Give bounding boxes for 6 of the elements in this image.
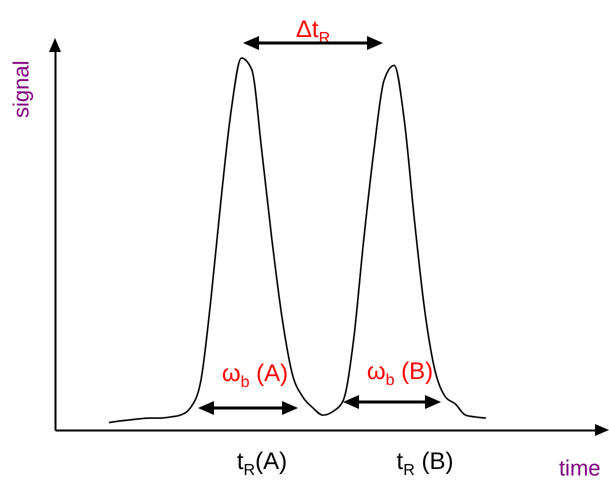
- annotation: ω$_{b}$ (B): [366, 358, 434, 389]
- y-axis-title: signal: [8, 60, 34, 118]
- x-axis-title: time: [558, 456, 600, 480]
- text: t$_{R}$ (B): [396, 448, 454, 479]
- annotation: ω$_{b}$ (A): [222, 360, 288, 391]
- text: t$_{R}$(A): [236, 448, 288, 479]
